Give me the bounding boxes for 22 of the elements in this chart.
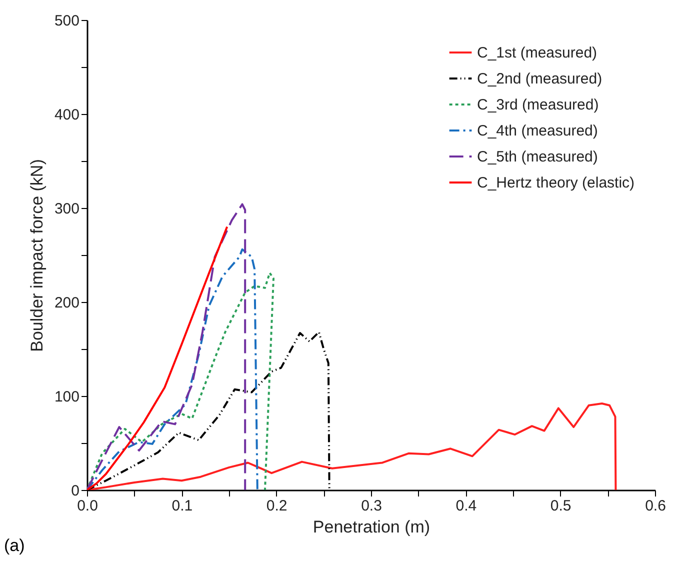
y-tick-label: 0 xyxy=(71,482,80,500)
y-tick-label: 100 xyxy=(54,388,80,406)
x-tick-label: 0.6 xyxy=(645,498,666,514)
legend-label: C_5th (measured) xyxy=(477,148,598,166)
legend-label: C_3rd (measured) xyxy=(477,96,599,114)
y-tick-label: 200 xyxy=(54,294,80,312)
x-tick-label: 0.3 xyxy=(361,498,382,514)
x-tick-label: 0.5 xyxy=(550,498,572,514)
x-tick-label: 0.0 xyxy=(77,498,98,514)
x-tick-label: 0.1 xyxy=(172,498,193,514)
legend-label: C_1st (measured) xyxy=(477,44,598,62)
legend-label: C_2nd (measured) xyxy=(477,70,602,88)
text: (a) xyxy=(4,536,25,556)
y-tick-label: 400 xyxy=(54,106,80,124)
legend-label: C_4th (measured) xyxy=(477,122,598,140)
x-tick-label: 0.2 xyxy=(266,498,288,514)
x-tick-label: 0.4 xyxy=(456,498,477,514)
legend-label: C_Hertz theory (elastic) xyxy=(477,174,635,192)
x-axis-title: Penetration (m) xyxy=(312,518,430,536)
y-tick-label: 300 xyxy=(54,200,80,218)
y-axis-title: Boulder impact force (kN) xyxy=(27,159,46,352)
y-tick-label: 500 xyxy=(54,12,80,30)
